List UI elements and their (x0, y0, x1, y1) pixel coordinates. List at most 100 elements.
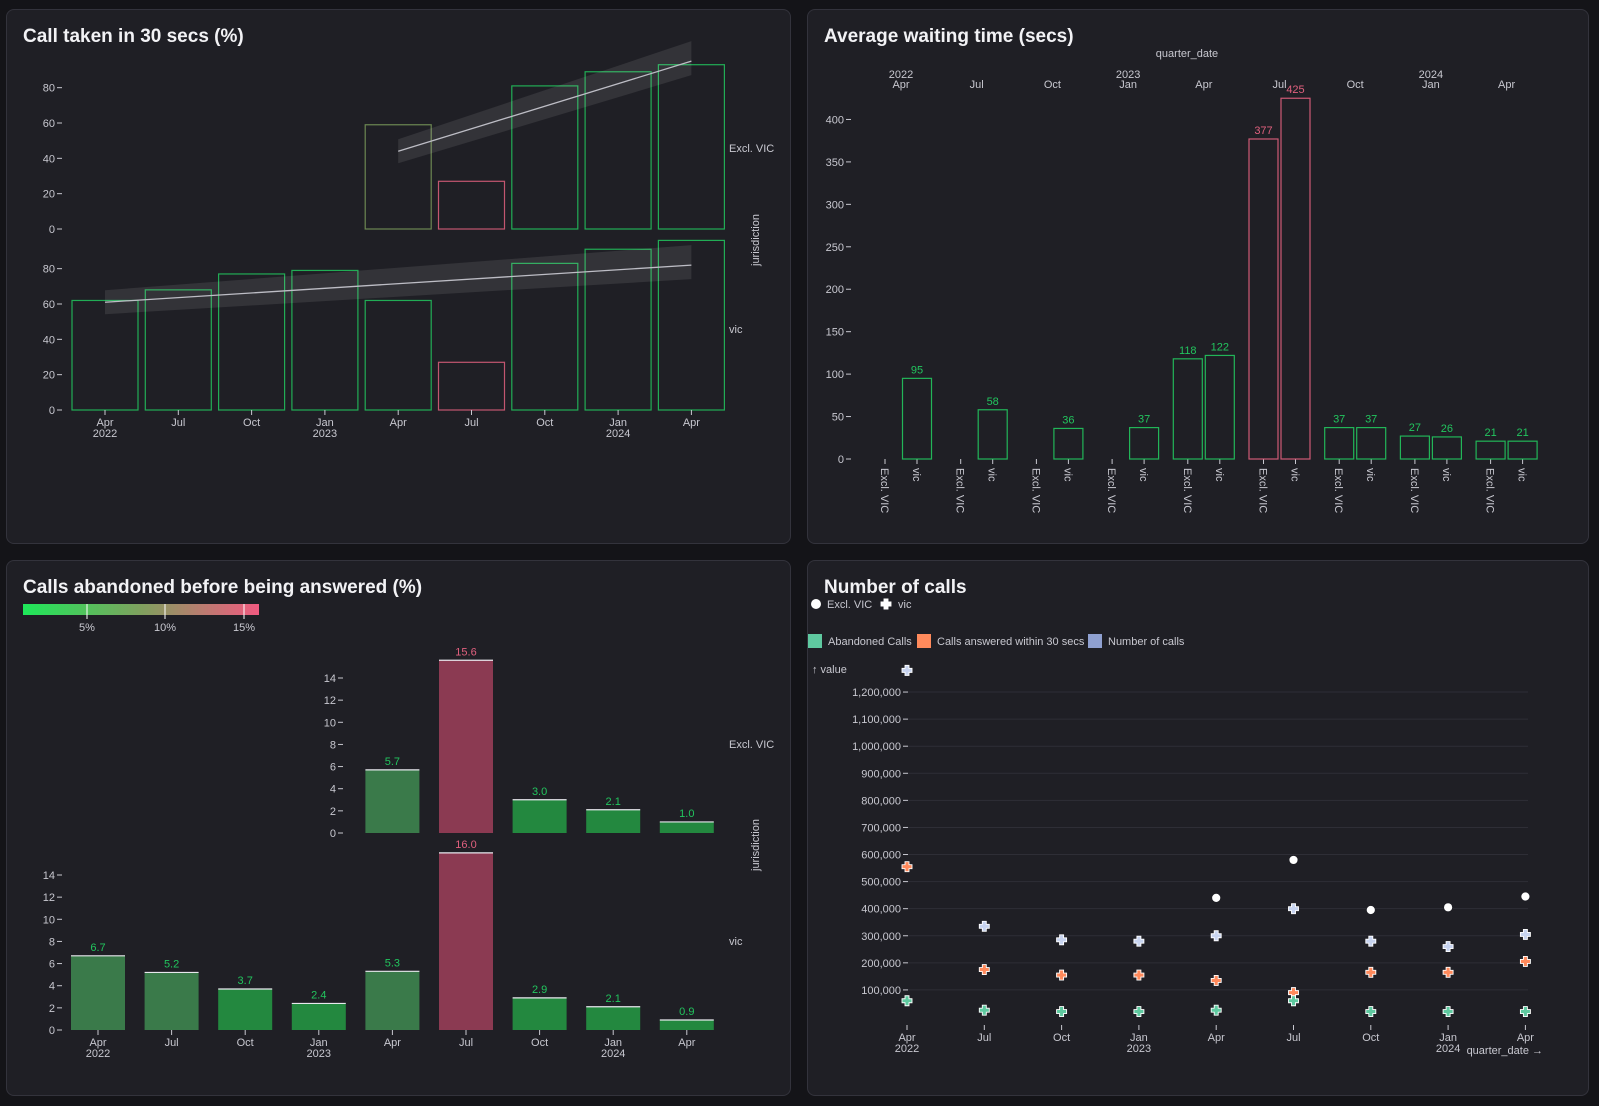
avg-wait-ytick-label: 300 (826, 199, 844, 211)
num-calls-legend-label: Abandoned Calls (828, 636, 912, 648)
num-calls-point-vic (1210, 974, 1222, 986)
avg-wait-quarter-month: Jan (1422, 79, 1440, 91)
num-calls-ytick-label: 800,000 (861, 795, 901, 807)
call-taken-trend-line (398, 60, 692, 152)
call-taken-xtick-month: Oct (536, 417, 553, 429)
avg-wait-bar (1431, 436, 1463, 460)
num-calls-ytick-label: 300,000 (861, 931, 901, 943)
num-calls-point-excl (1288, 855, 1299, 865)
avg-wait-ytick-label: 100 (826, 369, 844, 381)
abandoned-data-label: 2.1 (606, 796, 621, 808)
avg-wait-cat-label: Excl. VIC (1105, 468, 1117, 513)
num-calls-xtick-month: Jul (977, 1032, 991, 1044)
call-taken-facet-label: Excl. VIC (729, 143, 774, 155)
avg-wait-cat-label: vic (986, 468, 998, 482)
abandoned-legend-label: 5% (79, 622, 95, 634)
num-calls-point-vic (901, 995, 913, 1007)
avg-wait-quarter-month: Apr (1498, 79, 1515, 91)
avg-wait-quarter-month: Apr (892, 79, 909, 91)
num-calls-legend-swatch (808, 634, 822, 648)
abandoned-data-label: 15.6 (455, 646, 476, 658)
abandoned-1-ytick-label: 14 (43, 870, 55, 882)
avg-wait-bar (1172, 358, 1203, 460)
avg-wait-data-label: 95 (911, 364, 923, 376)
num-calls-ytick-label: 700,000 (861, 822, 901, 834)
call-taken-facet-title: jurisdiction (750, 214, 762, 267)
avg-wait-bar (1507, 440, 1538, 460)
num-calls-panel: Number of calls Excl. VIC vic Abandoned Ca… (807, 560, 1589, 1096)
call-taken-xtick-month: Jan (316, 417, 334, 429)
abandoned-1-ytick-label: 6 (49, 959, 55, 971)
call-taken-xtick-year: 2022 (93, 428, 117, 440)
avg-wait-data-label: 21 (1516, 427, 1528, 439)
abandoned-xtick-month: Jan (604, 1037, 622, 1049)
num-calls-ylabel: ↑ value (812, 664, 847, 676)
num-calls-point-vic (1442, 1006, 1454, 1018)
num-calls-ytick-label: 200,000 (861, 958, 901, 970)
num-calls-point-excl (1443, 902, 1453, 913)
num-calls-xtick-month: Jan (1439, 1032, 1457, 1044)
abandoned-data-label: 6.7 (90, 942, 105, 954)
num-calls-point-vic (1519, 928, 1531, 940)
avg-wait-cat-label: Excl. VIC (1181, 468, 1193, 513)
avg-wait-bar (1324, 426, 1355, 460)
num-calls-point-vic (1210, 930, 1222, 942)
avg-wait-data-label: 122 (1211, 341, 1229, 353)
num-calls-xtick-month: Apr (898, 1032, 915, 1044)
num-calls-point-vic (1133, 1006, 1145, 1018)
call-taken-xtick-month: Jul (464, 417, 478, 429)
avg-wait-cat-label: vic (1213, 468, 1225, 482)
abandoned-xtick-month: Jan (310, 1037, 328, 1049)
num-calls-ytick-label: 1,200,000 (852, 687, 901, 699)
num-calls-legend-circle (811, 599, 821, 609)
avg-wait-ytick-label: 350 (826, 157, 844, 169)
avg-wait-ytick-label: 50 (832, 412, 844, 424)
num-calls-point-vic (1442, 966, 1454, 978)
num-calls-ytick-label: 600,000 (861, 850, 901, 862)
num-calls-point-vic (1288, 995, 1299, 1007)
call-taken-bar (71, 299, 139, 411)
abandoned-xtick-month: Jul (459, 1037, 473, 1049)
num-calls-point-vic (1056, 934, 1068, 946)
avg-wait-quarter-year: 2023 (1116, 69, 1140, 81)
avg-wait-data-label: 27 (1409, 422, 1421, 434)
num-calls-point-excl (1211, 892, 1222, 903)
num-calls-xtick-month: Apr (1517, 1032, 1534, 1044)
abandoned-1-ytick-label: 2 (49, 1003, 55, 1015)
abandoned-chart: 5% 10% 15% 0 2 4 6 8 10 12 14 5.7 15.6 3.0 2.1 1.0 Excl.… (23, 604, 774, 1060)
abandoned-legend-bar (23, 604, 259, 615)
abandoned-data-label: 3.7 (238, 975, 253, 987)
call-taken-xtick-month: Jul (171, 417, 185, 429)
abandoned-1-ytick-label: 10 (43, 914, 55, 926)
call-taken-bar (437, 361, 506, 411)
avg-wait-title: Average waiting time (secs) (824, 26, 1074, 47)
avg-wait-cat-label: Excl. VIC (878, 468, 890, 513)
avg-wait-cat-label: Excl. VIC (1332, 468, 1344, 513)
call-taken-xtick-month: Jan (609, 417, 627, 429)
avg-wait-cat-label: vic (1137, 468, 1149, 482)
abandoned-bar (291, 1003, 346, 1030)
avg-wait-quarter-month: Apr (1195, 79, 1212, 91)
call-taken-1-ytick-label: 20 (43, 370, 55, 382)
num-calls-point-vic (1519, 1006, 1531, 1018)
abandoned-bar (586, 809, 641, 833)
abandoned-data-label: 5.3 (385, 957, 400, 969)
abandoned-1-ytick-label: 8 (49, 936, 55, 948)
call-taken-trend-band (105, 245, 692, 315)
avg-wait-cat-label: vic (1061, 468, 1073, 482)
call-taken-0-ytick-label: 40 (43, 153, 55, 165)
avg-wait-data-label: 26 (1441, 423, 1453, 435)
abandoned-bar (439, 660, 493, 833)
avg-wait-panel: Average waiting time (secs) quarter_date… (807, 9, 1589, 544)
num-calls-legend-excl: Excl. VIC (827, 599, 872, 611)
avg-wait-data-label: 58 (987, 396, 999, 408)
avg-wait-cat-label: Excl. VIC (1029, 468, 1041, 513)
call-taken-0-ytick-label: 60 (43, 118, 55, 130)
call-taken-xtick-month: Apr (390, 417, 407, 429)
avg-wait-data-label: 21 (1484, 427, 1496, 439)
avg-wait-ytick-label: 250 (826, 242, 844, 254)
num-calls-point-vic (1133, 935, 1145, 947)
abandoned-0-ytick-label: 12 (324, 695, 336, 707)
